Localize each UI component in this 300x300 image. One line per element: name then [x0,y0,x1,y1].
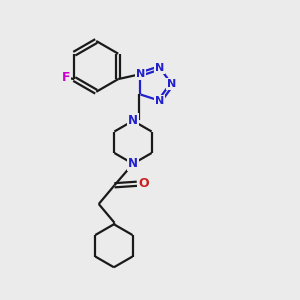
Text: N: N [155,63,164,73]
Text: N: N [128,157,138,170]
Text: F: F [62,71,70,84]
Text: N: N [128,114,138,127]
Text: N: N [155,96,164,106]
Text: N: N [136,69,145,79]
Text: O: O [138,177,149,190]
Text: N: N [167,79,176,89]
